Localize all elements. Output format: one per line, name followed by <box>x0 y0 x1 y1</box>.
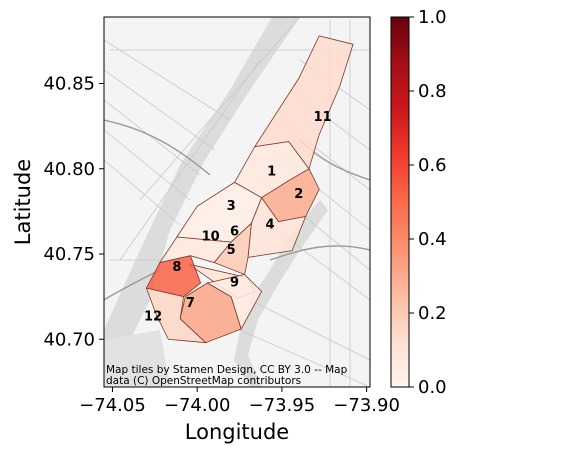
y-tick-label: 40.70 <box>43 329 95 350</box>
x-tick-label: −73.95 <box>249 395 316 416</box>
x-tick-label: −74.05 <box>79 395 146 416</box>
bay-water <box>104 330 170 387</box>
zone-9 <box>206 274 263 331</box>
x-tick-label: −73.90 <box>333 395 400 416</box>
zone-label-1: 1 <box>267 165 276 180</box>
y-tick-label: 40.80 <box>43 159 95 180</box>
x-axis-ticks: −74.05 −74.00 −73.95 −73.90 <box>79 387 400 416</box>
zone-12 <box>145 287 207 344</box>
zone-label-12: 12 <box>144 310 162 325</box>
colorbar-tick-label: 1.0 <box>418 7 447 28</box>
y-axis-label: Latitude <box>11 159 35 245</box>
zone-label-11: 11 <box>314 110 332 125</box>
zone-10 <box>159 236 232 264</box>
zone-label-3: 3 <box>227 199 236 214</box>
zone-label-5: 5 <box>227 243 236 258</box>
colorbar-tick-label: 0.2 <box>418 303 447 324</box>
zone-label-10: 10 <box>202 230 220 245</box>
colorbar-tick-label: 0.8 <box>418 81 447 102</box>
east-river <box>234 200 328 387</box>
attribution-line-2: data (C) OpenStreetMap contributors <box>106 375 301 387</box>
zones-layer <box>145 35 354 344</box>
colorbar-tick-label: 0.0 <box>418 377 447 398</box>
colorbar: 0.0 0.2 0.4 0.6 0.8 1.0 <box>390 7 447 398</box>
y-axis-ticks: 40.70 40.75 40.80 40.85 <box>43 73 104 350</box>
zone-11 <box>253 35 354 170</box>
major-roads <box>104 119 370 301</box>
street-grid <box>104 17 370 387</box>
y-tick-label: 40.75 <box>43 244 95 265</box>
attribution-line-1: Map tiles by Stamen Design, CC BY 3.0 --… <box>106 364 348 376</box>
basemap-tiles <box>104 17 370 387</box>
colorbar-ticks: 0.0 0.2 0.4 0.6 0.8 1.0 <box>409 7 447 398</box>
colorbar-gradient <box>390 16 410 388</box>
zone-label-4: 4 <box>265 218 274 233</box>
zone-label-6: 6 <box>230 224 239 239</box>
map-frame <box>103 16 371 388</box>
zone-label-7: 7 <box>186 296 195 311</box>
zone-label-2: 2 <box>294 187 303 202</box>
colorbar-tick-label: 0.6 <box>418 155 447 176</box>
zone-label-9: 9 <box>230 276 239 291</box>
y-tick-label: 40.85 <box>43 73 95 94</box>
zone-label-8: 8 <box>172 260 181 275</box>
x-tick-label: −74.00 <box>164 395 231 416</box>
x-axis-label: Longitude <box>185 420 289 444</box>
colorbar-tick-label: 0.4 <box>418 229 447 250</box>
